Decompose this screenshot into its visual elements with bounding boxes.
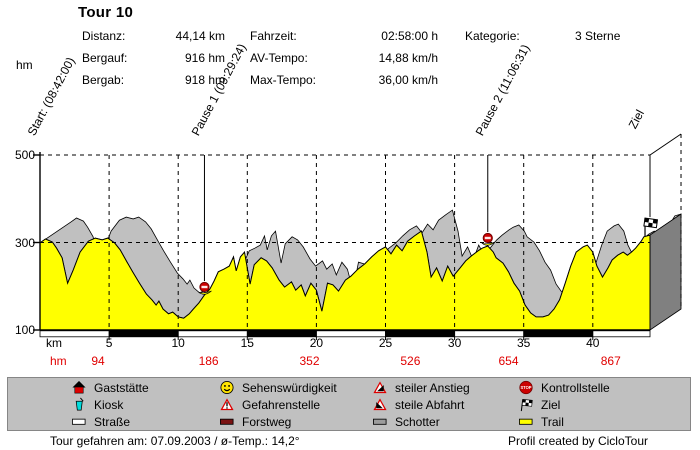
steepup-icon bbox=[371, 381, 389, 396]
legend-item-smiley: Sehenswürdigkeit bbox=[218, 380, 337, 396]
svg-text:STOP: STOP bbox=[520, 385, 531, 390]
legend-item-forest: Forstweg bbox=[218, 414, 291, 430]
scale-bar-segment bbox=[385, 330, 455, 337]
legend-item-house: Gaststätte bbox=[70, 380, 149, 396]
house-icon bbox=[70, 380, 88, 396]
cumulative-climb-value: 526 bbox=[400, 354, 421, 368]
scale-bar-segment bbox=[316, 330, 386, 337]
stat-value: 02:58:00 h bbox=[381, 29, 438, 43]
frame-3d-top-edge bbox=[649, 133, 682, 156]
x-tick-label-30: 30 bbox=[447, 336, 462, 350]
stat-label: Kategorie: bbox=[465, 29, 520, 43]
stop-icon: STOP bbox=[517, 380, 535, 396]
x-tick-label-15: 15 bbox=[240, 336, 254, 350]
legend-label: Forstweg bbox=[242, 415, 292, 429]
flag-icon bbox=[517, 398, 535, 413]
climb-row-unit-label: hm bbox=[50, 354, 67, 368]
legend-label: Straße bbox=[94, 415, 131, 429]
x-axis-unit-label: km bbox=[46, 336, 62, 350]
x-tick-label-10: 10 bbox=[171, 336, 185, 350]
pause-stop-band bbox=[201, 285, 208, 289]
y-tick-label-300: 300 bbox=[14, 235, 35, 250]
stat-label: Bergauf: bbox=[82, 51, 128, 65]
smiley-icon bbox=[218, 380, 236, 396]
scale-bar-segment bbox=[178, 330, 248, 337]
cumulative-climb-value: 94 bbox=[91, 354, 105, 368]
stat-label: Distanz: bbox=[82, 29, 126, 43]
legend-label: steile Abfahrt bbox=[395, 398, 465, 412]
legend-item-cup: Kiosk bbox=[70, 397, 123, 413]
steepdown-icon bbox=[371, 398, 389, 413]
legend-label: Ziel bbox=[541, 398, 561, 412]
cumulative-climb-value: 186 bbox=[198, 354, 219, 368]
scale-bar-outline bbox=[39, 330, 651, 338]
footer-credit: Profil created by CicloTour bbox=[507, 434, 648, 448]
pause-stop-band bbox=[484, 236, 491, 240]
marker-base-pause2 bbox=[481, 241, 495, 246]
stat-label: AV-Tempo: bbox=[250, 51, 308, 65]
legend-item-flag: Ziel bbox=[517, 397, 560, 413]
legend-item-road: Straße bbox=[70, 414, 130, 430]
cumulative-climb-value: 352 bbox=[299, 354, 320, 368]
gravel-icon bbox=[371, 415, 389, 430]
scale-bar-segment bbox=[40, 330, 110, 337]
cumulative-climb-value: 654 bbox=[498, 354, 519, 368]
finish-flag-icon bbox=[643, 217, 659, 229]
forest-icon bbox=[218, 415, 236, 430]
legend-label: steiler Anstieg bbox=[395, 381, 470, 395]
legend-item-warning: Gefahrenstelle bbox=[218, 397, 320, 413]
trail-elevation-area bbox=[39, 230, 651, 331]
y-tick-label-500: 500 bbox=[14, 148, 35, 162]
legend-item-steepdown: steile Abfahrt bbox=[371, 397, 464, 413]
stat-value: 916 hm bbox=[184, 51, 225, 65]
legend-label: Kontrollstelle bbox=[541, 381, 610, 395]
scale-bar-segment bbox=[592, 330, 651, 337]
scale-bar-segment bbox=[523, 330, 593, 337]
legend-label: Gefahrenstelle bbox=[242, 398, 321, 412]
stat-label: Bergab: bbox=[82, 73, 125, 87]
legend-item-stop: STOP Kontrollstelle bbox=[517, 380, 610, 396]
cumulative-climb-value: 867 bbox=[600, 354, 621, 368]
x-tick-label-25: 25 bbox=[378, 336, 393, 350]
x-tick-label-40: 40 bbox=[586, 336, 600, 350]
stat-label: 3 Sterne bbox=[575, 29, 621, 43]
legend-item-steepup: steiler Anstieg bbox=[371, 380, 470, 396]
legend-label: Schotter bbox=[395, 415, 440, 429]
y-axis-unit-label: hm bbox=[16, 58, 33, 72]
stat-value: 14,88 km/h bbox=[378, 51, 438, 65]
profile-3d-side-face bbox=[649, 213, 682, 331]
legend-label: Kiosk bbox=[94, 398, 124, 412]
road-icon bbox=[70, 415, 88, 430]
trail-icon bbox=[517, 415, 535, 430]
x-tick-label-35: 35 bbox=[517, 336, 531, 350]
page-title: Tour 10 bbox=[78, 4, 134, 21]
marker-base-pause1 bbox=[198, 290, 212, 295]
footer-tour-info: Tour gefahren am: 07.09.2003 / ø-Temp.: … bbox=[50, 434, 300, 448]
legend-label: Gaststätte bbox=[94, 381, 149, 395]
y-tick-label-100: 100 bbox=[14, 323, 35, 337]
legend-panel: Gaststätte Kiosk Straße Sehenswürdigkeit Gef… bbox=[7, 377, 691, 431]
cup-icon bbox=[70, 397, 88, 413]
stat-label: Fahrzeit: bbox=[250, 29, 297, 43]
legend-item-gravel: Schotter bbox=[371, 414, 440, 430]
stat-label: Max-Tempo: bbox=[250, 73, 317, 87]
legend-label: Trail bbox=[541, 415, 564, 429]
scale-bar-segment bbox=[109, 330, 179, 337]
x-tick-label-20: 20 bbox=[309, 336, 324, 350]
stat-value: 36,00 km/h bbox=[378, 73, 438, 87]
legend-label: Sehenswürdigkeit bbox=[242, 381, 337, 395]
scale-bar-segment bbox=[247, 330, 317, 337]
warning-icon bbox=[218, 398, 236, 413]
scale-bar-segment bbox=[454, 330, 524, 337]
x-tick-label-5: 5 bbox=[105, 336, 113, 350]
legend-item-trail: Trail bbox=[517, 414, 564, 430]
stat-value: 44,14 km bbox=[175, 29, 225, 43]
stat-value: 918 hm bbox=[184, 73, 225, 87]
